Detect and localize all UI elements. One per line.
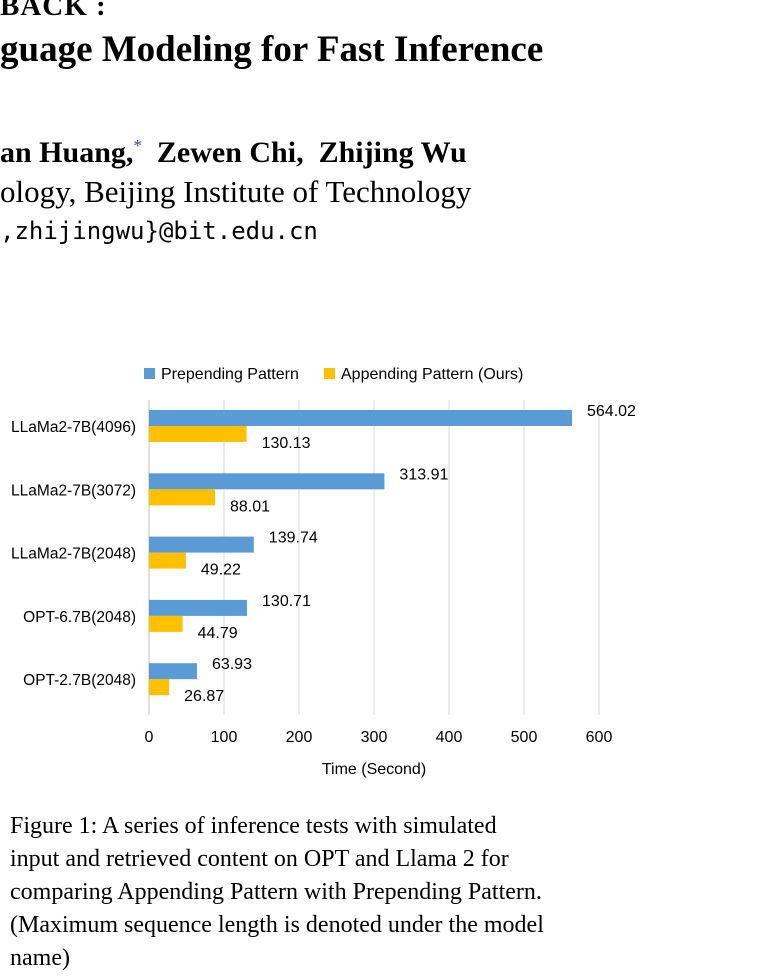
x-tick-label: 400 (436, 729, 463, 746)
data-label: 44.79 (198, 625, 238, 642)
bar-prepending (149, 663, 197, 680)
category-label: OPT-6.7B(2048) (23, 609, 136, 626)
caption-line: (Maximum sequence length is denoted unde… (10, 912, 544, 938)
category-label: OPT-2.7B(2048) (23, 672, 136, 689)
author-name: an Huang, (0, 136, 134, 169)
data-label: 564.02 (587, 403, 636, 420)
data-label: 130.13 (262, 435, 311, 452)
bar-appending (149, 552, 186, 569)
category-label: LLaMa2-7B(2048) (11, 546, 136, 563)
x-tick-label: 300 (361, 729, 388, 746)
paper-title-line-2: guage Modeling for Fast Inference (0, 29, 544, 70)
author-list: an Huang,* Zewen Chi, Zhijing Wu (0, 136, 467, 170)
bar-prepending (149, 536, 254, 553)
inference-time-bar-chart: Prepending Pattern Appending Pattern (Our… (11, 366, 636, 778)
legend-label: Prepending Pattern (161, 366, 299, 383)
x-tick-label: 0 (145, 729, 154, 746)
caption-line: comparing Appending Pattern with Prepend… (10, 879, 542, 905)
category-label: LLaMa2-7B(3072) (11, 482, 136, 499)
data-label: 313.91 (399, 466, 448, 483)
data-label: 88.01 (230, 498, 270, 515)
data-label: 130.71 (262, 593, 311, 610)
bar-appending (149, 426, 247, 442)
caption-line: input and retrieved content on OPT and L… (10, 846, 509, 872)
legend-label: Appending Pattern (Ours) (341, 366, 523, 383)
x-tick-label: 500 (511, 729, 538, 746)
legend-swatch (324, 368, 335, 379)
figure-caption: Figure 1: A series of inference tests wi… (10, 810, 617, 975)
x-tick-label: 600 (586, 729, 613, 746)
data-label: 139.74 (269, 530, 318, 547)
caption-line: name) (10, 945, 70, 971)
author-name: Zhijing Wu (318, 136, 467, 169)
bar-appending (149, 679, 170, 696)
bar-appending (149, 615, 183, 632)
author-affiliation: ology, Beijing Institute of Technology (0, 174, 472, 209)
chart-gridlines (148, 400, 600, 715)
bar-prepending (149, 410, 573, 426)
bar-appending (149, 489, 216, 506)
author-name: Zewen Chi, (156, 136, 304, 169)
bar-prepending (149, 473, 385, 490)
chart-bars (149, 410, 573, 696)
caption-line: Figure 1: A series of inference tests wi… (10, 813, 497, 839)
chart-data-labels: 564.02 130.13 313.91 88.01 139.74 49.22 130.71… (184, 403, 636, 705)
bar-prepending (149, 599, 248, 616)
chart-legend: Prepending Pattern Appending Pattern (Our… (144, 366, 523, 383)
x-tick-label: 100 (211, 729, 238, 746)
data-label: 49.22 (201, 562, 241, 579)
author-email: ,zhijingwu}@bit.edu.cn (0, 217, 318, 245)
chart-category-labels: LLaMa2-7B(4096) LLaMa2-7B(3072) LLaMa2-7B(… (11, 419, 136, 689)
category-label: LLaMa2-7B(4096) (11, 419, 136, 436)
paper-title-line-1: BACK : (0, 0, 107, 22)
legend-swatch (144, 368, 155, 379)
data-label: 63.93 (212, 656, 252, 673)
chart-x-tick-labels: 0 100 200 300 400 500 600 (145, 729, 613, 746)
x-tick-label: 200 (286, 729, 313, 746)
corresponding-author-mark: * (133, 136, 142, 155)
chart-x-axis-label: Time (Second) (322, 761, 426, 778)
data-label: 26.87 (184, 688, 224, 705)
